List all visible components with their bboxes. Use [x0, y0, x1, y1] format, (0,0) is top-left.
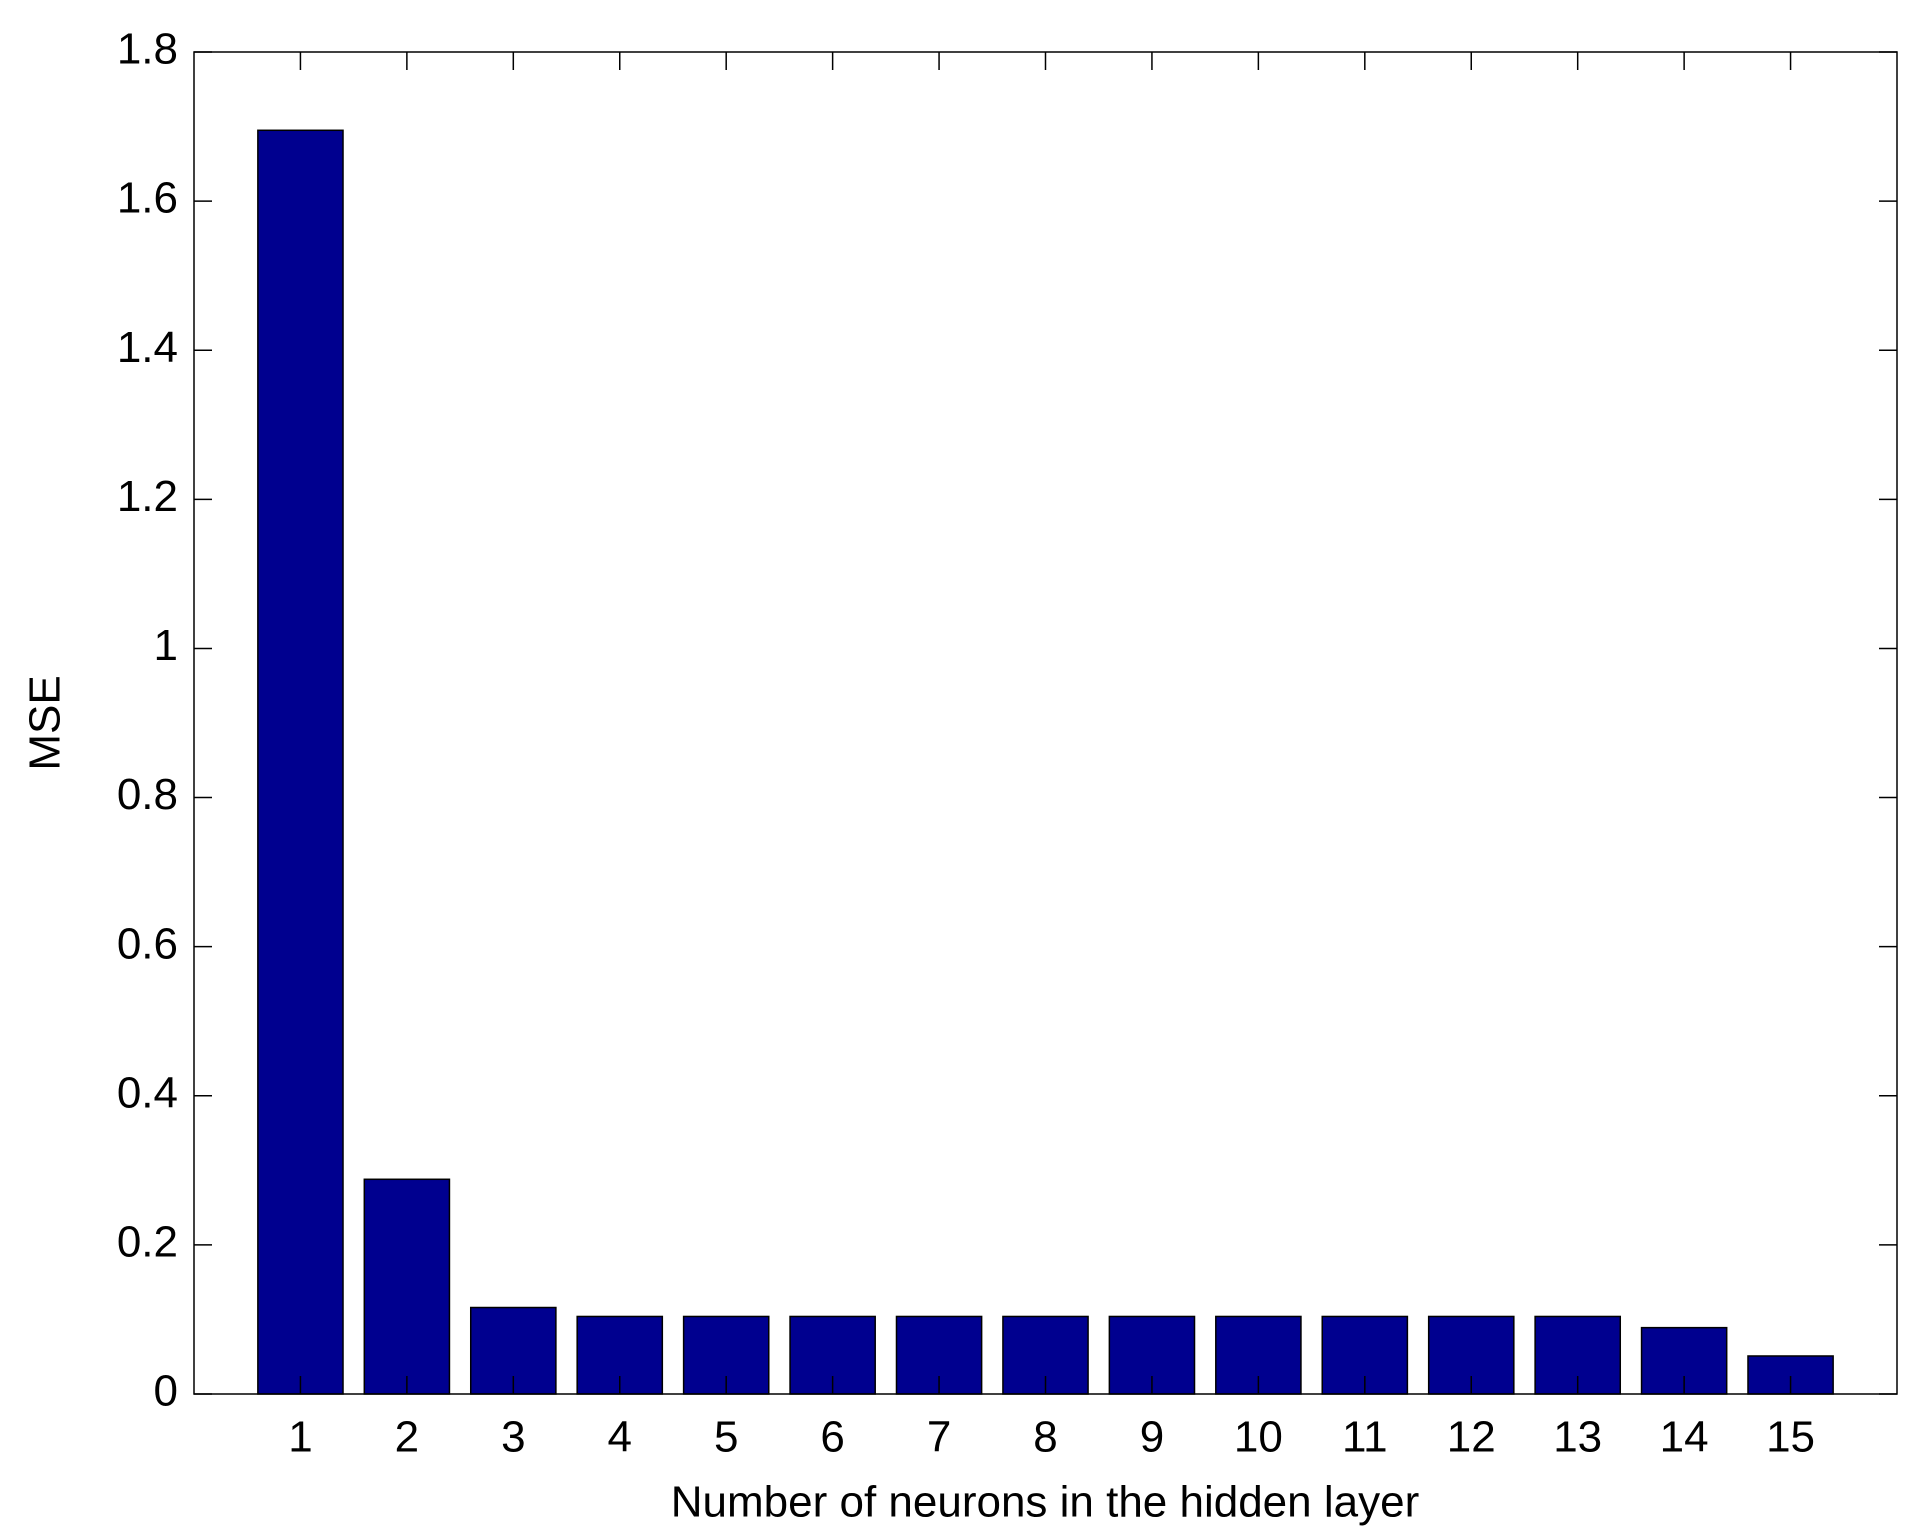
- x-tick-label: 4: [608, 1413, 632, 1462]
- x-tick-label: 11: [1342, 1413, 1388, 1462]
- y-axis-label: MSE: [21, 675, 70, 770]
- x-tick-label: 9: [1140, 1413, 1164, 1462]
- y-tick-label: 0.6: [117, 919, 178, 968]
- y-tick-label: 0.2: [117, 1218, 178, 1267]
- bar: [363, 1178, 451, 1395]
- x-tick-label: 3: [501, 1413, 525, 1462]
- x-tick-label: 5: [714, 1413, 738, 1462]
- bar: [682, 1315, 770, 1395]
- x-tick-label: 6: [820, 1413, 844, 1462]
- x-tick-label: 8: [1033, 1413, 1057, 1462]
- y-tick-label: 1.4: [117, 323, 178, 372]
- y-tick-label: 0.8: [117, 770, 178, 819]
- x-tick-label: 14: [1660, 1413, 1709, 1462]
- y-tick-label: 0: [154, 1367, 178, 1416]
- x-tick-label: 13: [1553, 1413, 1602, 1462]
- bar: [257, 129, 344, 1395]
- x-tick-label: 15: [1766, 1413, 1815, 1462]
- x-tick-label: 2: [395, 1413, 419, 1462]
- x-tick-label: 7: [927, 1413, 951, 1462]
- y-tick-label: 1.6: [117, 174, 178, 223]
- y-tick-label: 1.8: [117, 25, 178, 74]
- y-tick-label: 1: [154, 621, 178, 670]
- x-tick-label: 1: [288, 1413, 312, 1462]
- y-tick-label: 1.2: [117, 472, 178, 521]
- x-axis-label: Number of neurons in the hidden layer: [671, 1478, 1419, 1527]
- x-tick-label: 10: [1234, 1413, 1283, 1462]
- x-tick-label: 12: [1447, 1413, 1496, 1462]
- y-tick-label: 0.4: [117, 1068, 178, 1117]
